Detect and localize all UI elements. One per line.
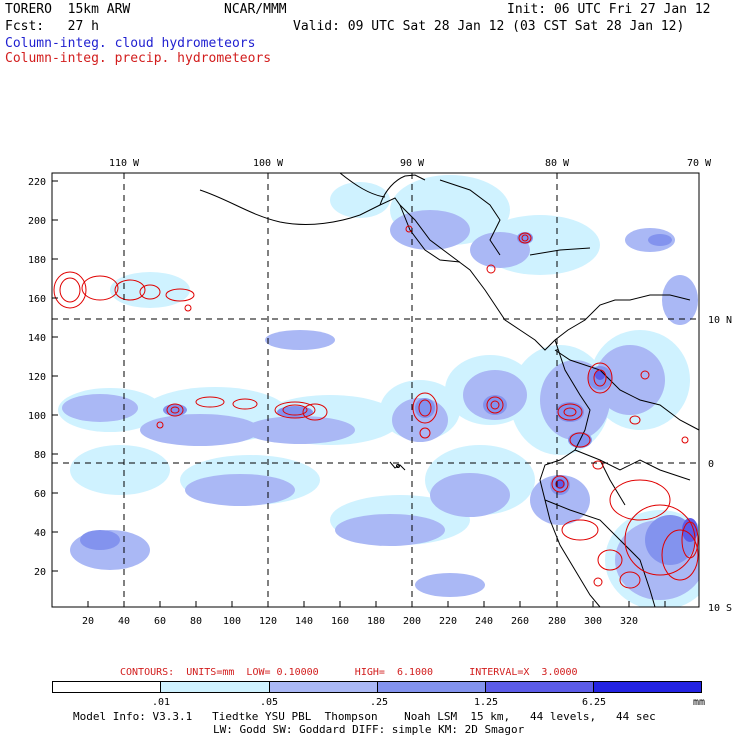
field-cloud-label: Column-integ. cloud hydrometeors xyxy=(5,36,256,51)
y-tick-label: 160 xyxy=(28,294,46,305)
y-tick-labels: 220 200 180 160 140 120 100 80 60 40 20 xyxy=(28,177,46,578)
lon-label: 70 W xyxy=(687,158,712,169)
lon-label: 110 W xyxy=(109,158,140,169)
y-tick-label: 20 xyxy=(34,567,46,578)
precip-contours xyxy=(53,225,699,589)
x-tick-label: 80 xyxy=(190,616,202,627)
x-tick-label: 180 xyxy=(367,616,385,627)
x-tick-label: 60 xyxy=(154,616,166,627)
model-info: Model Info: V3.3.1 Tiedtke YSU PBL Thomp… xyxy=(73,710,656,723)
lat-lon-grid xyxy=(52,173,699,607)
x-tick-label: 320 xyxy=(620,616,638,627)
y-tick-label: 40 xyxy=(34,528,46,539)
y-tick-label: 140 xyxy=(28,333,46,344)
lon-label: 100 W xyxy=(253,158,284,169)
axis-ticks xyxy=(52,180,666,607)
center-name: NCAR/MMM xyxy=(224,2,287,17)
legend-swatch xyxy=(52,681,161,693)
cloud-hydrometeor-shading xyxy=(58,175,699,607)
lat-label: 0 xyxy=(708,459,714,470)
coastlines xyxy=(199,173,699,607)
x-tick-label: 140 xyxy=(295,616,313,627)
y-tick-label: 60 xyxy=(34,489,46,500)
y-tick-label: 100 xyxy=(28,411,46,422)
legend-swatch xyxy=(160,681,270,693)
x-tick-label: 300 xyxy=(584,616,602,627)
y-tick-label: 220 xyxy=(28,177,46,188)
lat-label: 10 S xyxy=(708,603,732,614)
longitude-labels: 110 W 100 W 90 W 80 W 70 W xyxy=(109,158,712,169)
y-tick-label: 180 xyxy=(28,255,46,266)
legend-label: 1.25 xyxy=(474,697,499,708)
legend-label: .25 xyxy=(370,697,389,708)
x-tick-label: 200 xyxy=(403,616,421,627)
legend-swatch xyxy=(485,681,594,693)
legend-swatch xyxy=(377,681,486,693)
legend-unit: mm xyxy=(693,697,706,708)
latitude-labels: 10 N 0 10 S xyxy=(708,315,732,614)
x-tick-labels: 20 40 60 80 100 120 140 160 180 200 220 … xyxy=(82,616,638,627)
init-time: Init: 06 UTC Fri 27 Jan 12 xyxy=(507,2,711,17)
x-tick-label: 40 xyxy=(118,616,130,627)
model-title: TORERO 15km ARW xyxy=(5,2,131,17)
x-tick-label: 120 xyxy=(259,616,277,627)
x-tick-label: 280 xyxy=(548,616,566,627)
legend-swatch xyxy=(269,681,378,693)
x-tick-label: 240 xyxy=(475,616,493,627)
x-tick-label: 20 xyxy=(82,616,94,627)
valid-time: Valid: 09 UTC Sat 28 Jan 12 (03 CST Sat … xyxy=(293,19,685,34)
lat-label: 10 N xyxy=(708,315,732,326)
x-tick-label: 160 xyxy=(331,616,349,627)
y-tick-label: 80 xyxy=(34,450,46,461)
y-tick-label: 200 xyxy=(28,216,46,227)
legend-label: .05 xyxy=(260,697,279,708)
forecast-hour: Fcst: 27 h xyxy=(5,19,99,34)
x-tick-label: 260 xyxy=(511,616,529,627)
y-tick-label: 120 xyxy=(28,372,46,383)
legend-swatch xyxy=(593,681,702,693)
x-tick-label: 100 xyxy=(223,616,241,627)
x-tick-label: 220 xyxy=(439,616,457,627)
lon-label: 90 W xyxy=(400,158,425,169)
legend-label: 6.25 xyxy=(582,697,607,708)
contours-info: CONTOURS: UNITS=mm LOW= 0.10000 HIGH= 6.… xyxy=(120,667,578,678)
legend-label: .01 xyxy=(152,697,171,708)
field-precip-label: Column-integ. precip. hydrometeors xyxy=(5,51,272,66)
lon-label: 80 W xyxy=(545,158,570,169)
model-physics: LW: Godd SW: Goddard DIFF: simple KM: 2D… xyxy=(213,723,525,736)
